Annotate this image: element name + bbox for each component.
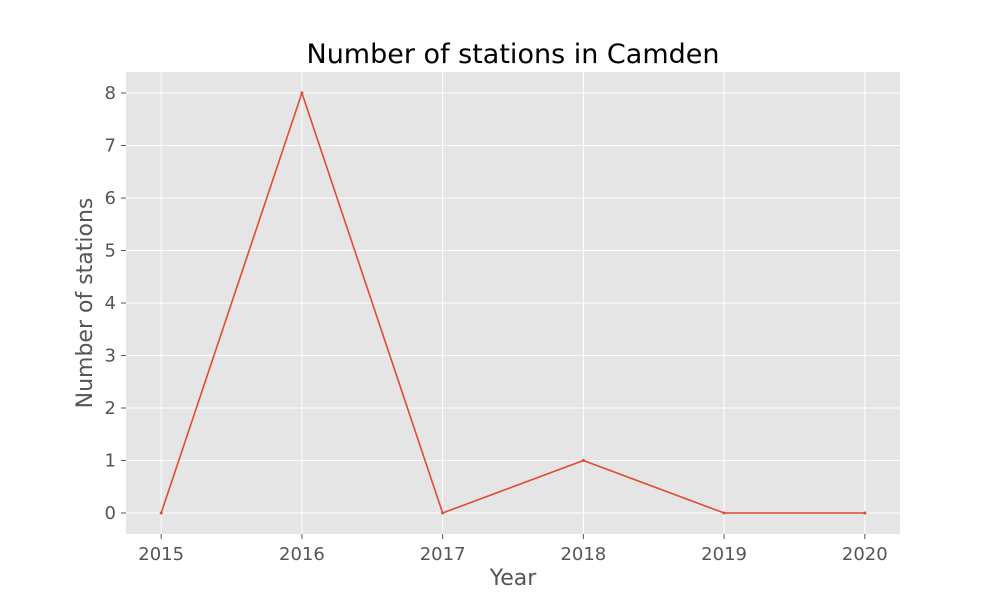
data-point [863, 511, 867, 515]
y-tick-label: 8 [105, 83, 116, 104]
y-tick-label: 1 [105, 451, 116, 472]
x-tick-label: 2018 [560, 544, 606, 565]
series-layer [159, 90, 867, 515]
grid-lines [126, 72, 900, 534]
y-axis-label: Number of stations [73, 198, 98, 409]
x-tick-label: 2019 [701, 544, 747, 565]
data-point [581, 459, 585, 462]
y-tick-label: 7 [105, 136, 116, 157]
y-tick-label: 4 [105, 293, 116, 314]
y-tick-label: 3 [105, 346, 116, 367]
y-tick-label: 0 [105, 503, 116, 524]
data-point [441, 511, 445, 515]
x-tick-label: 2017 [420, 544, 466, 565]
data-point [300, 91, 304, 95]
x-axis-label: Year [489, 566, 538, 591]
y-tick-label: 5 [105, 241, 116, 262]
x-tick-label: 2015 [138, 544, 184, 565]
x-tick-label: 2016 [279, 544, 325, 565]
y-tick-label: 6 [105, 188, 116, 209]
tick-labels: 2015 2016 2017 2018 2019 2020 0 1 2 3 4 5 6 7 8 [105, 83, 888, 565]
x-tick-label: 2020 [842, 544, 888, 565]
series-line [160, 90, 865, 515]
data-point [159, 511, 163, 515]
y-tick-label: 2 [105, 398, 116, 419]
data-point [722, 511, 726, 515]
chart-title: Number of stations in Camden [307, 39, 720, 70]
